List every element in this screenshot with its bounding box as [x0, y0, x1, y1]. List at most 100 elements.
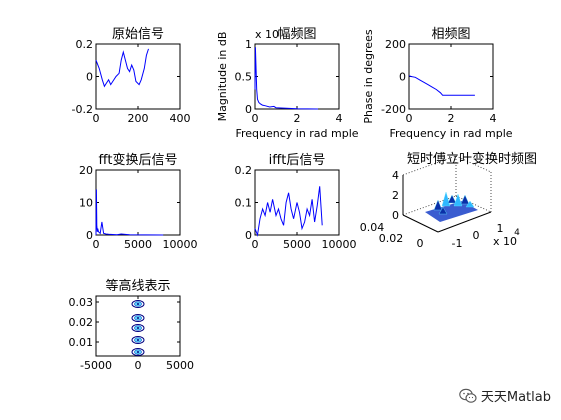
x-tick-label: 10000: [322, 238, 357, 251]
y-tick-label: 0.2: [76, 38, 94, 51]
axes-title: 等高线表示: [105, 278, 170, 294]
grid-line: [402, 155, 457, 176]
y-tick-label: 10: [79, 197, 93, 210]
y-tick-label: 0.2: [235, 164, 253, 177]
exponent-label: x 10: [493, 235, 517, 248]
x-tick-label: 0: [135, 359, 142, 372]
axes-title: ifft后信号: [269, 153, 326, 168]
contour-core: [136, 327, 140, 329]
y-axis-label: Magnitude in dB: [216, 32, 229, 122]
contour-core: [136, 351, 140, 353]
x-axis-label: Frequency in rad mple: [235, 127, 358, 140]
x-tick-label: 1: [497, 222, 504, 235]
y-tick-label: 0: [245, 103, 252, 116]
series-line-orig-0: [95, 48, 149, 88]
x-tick-label: 0: [252, 112, 259, 125]
axes-phase: [408, 43, 494, 110]
y-tick-label: -0.2: [72, 103, 93, 116]
axes-title: fft变换后信号: [98, 152, 177, 168]
axis-line: [437, 211, 492, 233]
surface-peak: [441, 191, 451, 207]
series-line-ifft-0: [254, 186, 323, 237]
axis-line: [402, 214, 439, 233]
axes-fft: [95, 169, 181, 236]
wechat-logo-icon: [459, 388, 477, 403]
grid-line: [455, 195, 492, 213]
x-tick-label: 5000: [166, 359, 194, 372]
axes-box: [254, 43, 340, 110]
y-tick-label: 0.02: [69, 316, 94, 329]
contour-ring: [131, 348, 145, 356]
x-tick-label: 2: [294, 112, 301, 125]
x-tick-label: 0: [93, 238, 100, 251]
contour-core: [136, 317, 140, 319]
x-tick-label: -5000: [80, 359, 112, 372]
series-line-phase-0: [408, 75, 475, 96]
y-tick-label: 0.5: [235, 71, 253, 84]
y-tick-label: 0: [245, 229, 252, 242]
y-tick-label: 0: [86, 71, 93, 84]
y-tick-label: 20: [79, 164, 93, 177]
y-tick-label: 0.01: [69, 336, 94, 349]
x-tick-label: 0: [93, 112, 100, 125]
contour-ring: [131, 300, 145, 308]
surface-peak: [433, 199, 443, 211]
surface-peak: [460, 194, 470, 205]
x-tick-label: 0: [252, 238, 259, 251]
x-tick-label: 2: [448, 112, 455, 125]
y-tick-label: 0: [86, 229, 93, 242]
x-tick-label: -1: [452, 237, 463, 250]
axes-mag: [254, 43, 340, 110]
y-tick-label: 0.04: [360, 221, 385, 234]
exponent-label: 4: [514, 228, 520, 238]
y-axis-label: Phase in degrees: [362, 29, 375, 123]
contour-ring: [131, 314, 145, 322]
contour-core: [136, 303, 140, 305]
z-tick-label: 2: [392, 189, 399, 202]
y-tick-label: 1: [245, 38, 252, 51]
y-tick-label: 200: [385, 38, 406, 51]
exponent-label: x 10: [255, 28, 279, 41]
y-tick-label: 0: [417, 237, 424, 250]
series-line-mag-0: [254, 47, 319, 110]
axes-orig: [95, 43, 181, 110]
axes-box: [95, 43, 181, 110]
axes-title: 幅频图: [277, 27, 316, 42]
y-tick-label: 0.03: [69, 296, 94, 309]
axes-box: [95, 169, 181, 236]
axes-title: 短时傅立叶变换时频图: [407, 151, 537, 167]
x-tick-label: 200: [128, 112, 149, 125]
series-line-fft-0: [95, 189, 164, 236]
surface-peak: [453, 193, 463, 207]
watermark-text: 天天Matlab: [480, 390, 551, 405]
grid-line: [402, 195, 457, 216]
surface-peak: [447, 194, 457, 204]
axes-stft: [402, 155, 492, 233]
contour-ring: [131, 336, 145, 344]
contour-core: [136, 339, 140, 341]
z-tick-label: 0: [392, 209, 399, 222]
x-tick-label: 5000: [124, 238, 152, 251]
surface-base: [425, 201, 478, 222]
x-tick-label: 5000: [283, 238, 311, 251]
axes-title: 相频图: [431, 27, 470, 42]
x-tick-label: 0: [406, 112, 413, 125]
x-axis-label: Frequency in rad mple: [389, 127, 512, 140]
y-tick-label: 0.02: [379, 232, 404, 245]
grid-line: [455, 155, 492, 173]
y-tick-label: 0.1: [235, 197, 253, 210]
x-tick-label: 4: [336, 112, 343, 125]
x-tick-label: 0: [473, 229, 480, 242]
y-tick-label: 0: [399, 71, 406, 84]
axes-box: [408, 43, 494, 110]
z-tick-label: 4: [392, 169, 399, 182]
watermark: 天天Matlab: [459, 386, 551, 405]
surface-peak: [465, 200, 475, 208]
y-tick-label: -200: [381, 103, 406, 116]
surface-peak: [438, 206, 448, 215]
x-tick-label: 400: [170, 112, 191, 125]
contour-ring: [131, 324, 145, 332]
x-tick-label: 10000: [163, 238, 198, 251]
x-tick-label: 4: [490, 112, 497, 125]
